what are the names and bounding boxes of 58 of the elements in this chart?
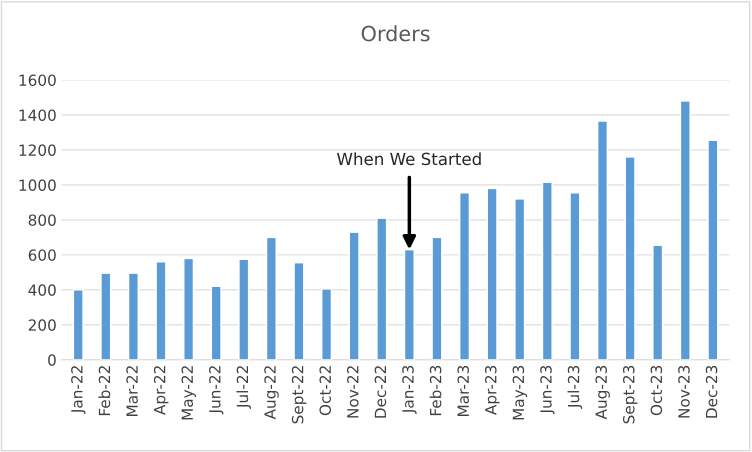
- x-tick-label: Feb-23: [430, 366, 442, 416]
- bar: [210, 286, 222, 360]
- x-tick-label: Sept-22: [292, 366, 306, 424]
- y-tick-label: 800: [28, 214, 56, 226]
- y-tick-label: 400: [28, 284, 56, 296]
- bar: [348, 231, 360, 360]
- y-tick-label: 600: [28, 249, 56, 261]
- y-tick-label: 1600: [20, 74, 56, 86]
- x-tick-label: Aug-22: [264, 366, 279, 420]
- bar: [652, 244, 664, 360]
- x-tick-label: Sept-23: [622, 366, 638, 424]
- x-tick-label: Mar-23: [457, 366, 469, 416]
- x-tick-label: Nov-23: [678, 366, 690, 418]
- bar: [128, 272, 139, 360]
- x-tick-label: Mar-22: [126, 366, 138, 416]
- bar: [596, 120, 608, 360]
- x-tick-label: Oct-22: [319, 366, 331, 416]
- x-tick-label: Dec-22: [374, 366, 386, 418]
- x-tick-label: Jul-22: [236, 366, 252, 409]
- x-tick-label: Jun-22: [209, 366, 224, 414]
- x-tick-label: Oct-23: [650, 366, 662, 416]
- x-tick-label: Apr-22: [154, 366, 168, 415]
- bar: [266, 236, 277, 360]
- bar: [293, 262, 304, 360]
- annotation: When We Started: [337, 152, 481, 166]
- bar: [486, 188, 498, 360]
- y-tick-label: 1400: [20, 109, 56, 121]
- bar: [707, 140, 718, 360]
- x-tick-label: Aug-23: [595, 366, 610, 420]
- bar: [624, 156, 636, 360]
- x-tick-label: May-22: [181, 366, 196, 420]
- x-tick-label: May-23: [512, 366, 528, 420]
- bar: [100, 272, 112, 360]
- y-tick-label: 1000: [20, 179, 56, 191]
- chart-title: Orders: [362, 25, 430, 42]
- bar: [431, 236, 442, 360]
- x-tick-label: Nov-22: [347, 366, 359, 418]
- x-tick-label: Jul-23: [568, 366, 582, 409]
- bar: [514, 198, 526, 360]
- x-tick-label: Jan-23: [402, 366, 417, 414]
- bar: [183, 258, 194, 360]
- x-tick-label: Jun-23: [540, 366, 555, 414]
- bar: [155, 261, 167, 360]
- bar: [569, 192, 580, 360]
- bar: [542, 182, 553, 360]
- bar: [321, 288, 332, 360]
- x-tick-label: Dec-23: [706, 366, 718, 418]
- y-tick-label: 0: [48, 354, 56, 366]
- bar: [376, 217, 388, 360]
- bar: [680, 100, 691, 360]
- x-tick-label: Jan-22: [71, 366, 86, 414]
- x-tick-label: Apr-23: [485, 366, 500, 415]
- x-tick-label: Feb-22: [98, 366, 110, 416]
- y-tick-label: 1200: [20, 144, 56, 156]
- bar: [72, 289, 84, 360]
- y-tick-label: 200: [28, 319, 56, 331]
- bar: [238, 258, 250, 360]
- bar: [459, 192, 470, 360]
